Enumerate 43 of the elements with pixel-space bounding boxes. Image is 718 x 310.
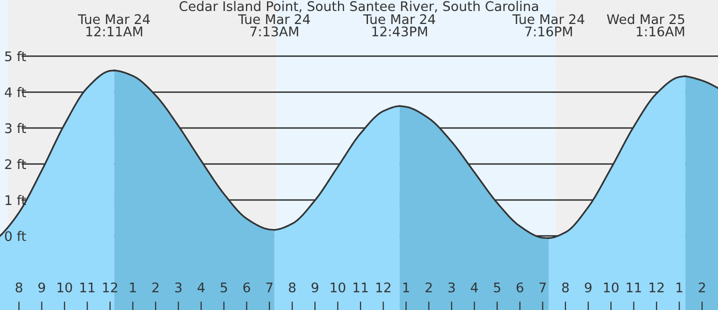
- x-tick-label: 5: [494, 282, 500, 292]
- x-tick-label: 10: [604, 282, 618, 292]
- x-tick-label: 9: [584, 282, 592, 292]
- x-tick-label: 12: [376, 282, 390, 292]
- x-tick-label: 4: [470, 282, 478, 292]
- y-tick-label: 2 ft: [5, 158, 26, 170]
- x-tick-label: 9: [38, 282, 46, 292]
- chart-title: Cedar Island Point, South Santee River, South Carolina: [180, 0, 538, 12]
- x-tick-label: 11: [354, 282, 368, 292]
- y-tick-label: 4 ft: [4, 87, 26, 98]
- x-tick-label: 12: [103, 282, 118, 292]
- annotation: Tue Mar 24 7:13AM: [238, 14, 310, 36]
- x-tick-label: 2: [426, 282, 432, 292]
- x-tick-label: 10: [330, 282, 346, 292]
- x-tick-label: 6: [243, 282, 250, 292]
- y-tick-label: 0 ft: [5, 230, 26, 242]
- x-tick-label: 8: [288, 282, 296, 292]
- x-tick-label: 1: [130, 282, 136, 292]
- x-tick-label: 2: [152, 282, 158, 292]
- x-tick-label: 12: [650, 282, 664, 292]
- annotation: Tue Mar 24 7:16PM: [512, 14, 584, 36]
- x-tick-label: 1: [403, 282, 410, 292]
- x-tick-label: 8: [562, 282, 569, 292]
- x-tick-label: 6: [516, 282, 524, 292]
- x-tick-label: 4: [198, 282, 205, 292]
- x-tick-label: 8: [16, 282, 22, 292]
- x-tick-label: 11: [626, 282, 641, 292]
- x-tick-label: 2: [698, 282, 705, 292]
- x-tick-label: 7: [540, 282, 546, 292]
- x-tick-label: 3: [175, 282, 182, 292]
- y-tick-label: 1 ft: [6, 194, 26, 205]
- x-tick-label: 1: [676, 282, 682, 292]
- x-tick-label: 10: [58, 282, 72, 292]
- x-tick-label: 11: [80, 282, 94, 292]
- annotation: Tue Mar 24 12:43PM: [363, 14, 436, 36]
- x-tick-label: 3: [448, 282, 455, 292]
- annotation: Wed Mar 25 1:16AM: [606, 14, 684, 36]
- annotation: Tue Mar 24 12:11AM: [78, 14, 150, 36]
- y-tick-label: 3 ft: [5, 123, 26, 134]
- x-tick-label: 7: [266, 282, 273, 292]
- x-tick-label: 5: [220, 282, 227, 292]
- y-tick-label: 5 ft: [5, 51, 26, 62]
- x-tick-label: 9: [312, 282, 318, 292]
